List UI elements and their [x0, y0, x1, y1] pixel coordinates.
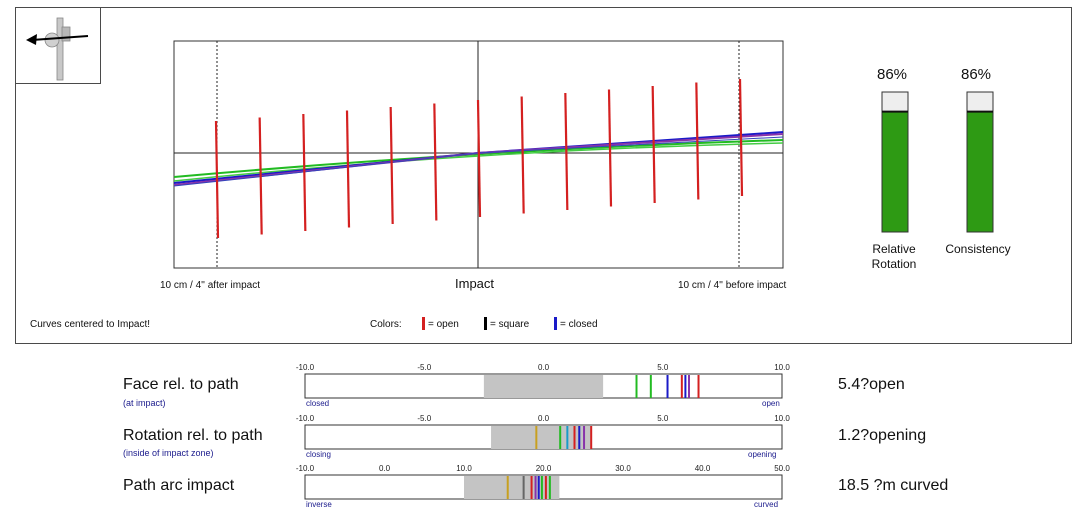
rating-bars — [881, 91, 994, 233]
face-mark — [302, 113, 307, 232]
metric-scale-tick-label: -10.0 — [295, 464, 315, 473]
metric-target-zone — [491, 426, 592, 449]
rotation-rel-path-left-label: closing — [306, 450, 331, 459]
path-arc-right-label: curved — [754, 500, 779, 509]
metric-scale-tick-label: -10.0 — [295, 414, 315, 423]
metric-scale-tick-label: 10.0 — [456, 464, 472, 473]
metric-scale-tick-label: 10.0 — [774, 363, 790, 372]
metric-scale-tick-label: 5.0 — [657, 363, 669, 372]
rotation-rel-path-value: 1.2?opening — [838, 427, 927, 444]
legend-open-label: = open — [428, 319, 459, 330]
path-arc-title: Path arc impact — [123, 477, 235, 494]
metric-scale-tick-label: -5.0 — [417, 414, 432, 423]
metric-scale-tick-label: -10.0 — [295, 363, 315, 372]
relative-rotation-bar-fill — [881, 111, 909, 233]
rotation-rel-path-subtitle: (inside of impact zone) — [123, 448, 214, 458]
face-mark — [389, 106, 394, 225]
club-direction-icon — [26, 17, 89, 81]
face-mark — [695, 82, 700, 200]
legend-closed-label: = closed — [560, 319, 598, 330]
consistency-caption: Consistency — [936, 242, 1020, 257]
metric-scale-tick-label: 0.0 — [537, 363, 550, 372]
before-impact-label: 10 cm / 4'' before impact — [678, 280, 787, 291]
face-mark — [258, 117, 263, 235]
face-rel-path-right-label: open — [762, 399, 780, 408]
face-mark — [520, 96, 525, 214]
metric-scale-tick-label: 0.0 — [537, 414, 550, 423]
legend-open-swatch — [422, 317, 425, 330]
metric-scale-tick-label: -5.0 — [417, 363, 432, 372]
relative-rotation-caption-line2: Rotation — [871, 257, 917, 271]
face-rel-path-left-label: closed — [306, 399, 330, 408]
legend-closed-swatch — [554, 317, 557, 330]
face-mark — [651, 85, 656, 204]
path-arc-left-label: inverse — [306, 500, 332, 509]
face-rel-path-title: Face rel. to path — [123, 376, 239, 393]
face-mark — [214, 120, 220, 239]
metric-scales — [304, 373, 783, 500]
consistency-caption-line1: Consistency — [945, 242, 1011, 256]
face-mark — [476, 99, 482, 218]
colors-label: Colors: — [370, 319, 402, 330]
metric-scale-tick-label: 10.0 — [774, 414, 790, 423]
direction-icon-box — [15, 7, 101, 84]
relative-rotation-caption-line1: Relative — [872, 242, 916, 256]
after-impact-label: 10 cm / 4'' after impact — [160, 280, 260, 291]
face-mark — [433, 103, 438, 221]
consistency-percent: 86% — [961, 66, 992, 83]
face-angle-marks — [214, 78, 744, 239]
metric-target-zone — [483, 375, 604, 398]
path-arc-value: 18.5 ?m curved — [838, 477, 949, 494]
face-mark — [564, 92, 569, 211]
metric-scale-tick-label: 30.0 — [615, 464, 631, 473]
face-mark — [607, 89, 613, 207]
legend-square-label: = square — [490, 319, 530, 330]
face-rel-path-subtitle: (at impact) — [123, 398, 166, 408]
metric-scale-tick-label: 20.0 — [535, 464, 552, 473]
relative-rotation-percent: 86% — [877, 66, 908, 83]
impact-label: Impact — [455, 276, 495, 291]
rotation-rel-path-title: Rotation rel. to path — [123, 427, 263, 444]
face-rel-path-value: 5.4?open — [838, 376, 905, 393]
centered-note: Curves centered to Impact! — [30, 319, 151, 330]
face-mark — [345, 110, 351, 228]
metric-scale-tick-label: 50.0 — [774, 464, 790, 473]
metric-scale-tick-label: 40.0 — [694, 464, 711, 473]
legend-square-swatch — [484, 317, 487, 330]
face-mark — [738, 78, 744, 197]
consistency-bar-fill — [966, 111, 994, 233]
relative-rotation-caption: Relative Rotation — [854, 242, 934, 272]
metric-scale-tick-label: 0.0 — [378, 464, 391, 473]
metric-scale-tick-label: 5.0 — [657, 414, 669, 423]
rotation-rel-path-right-label: opening — [748, 450, 777, 459]
